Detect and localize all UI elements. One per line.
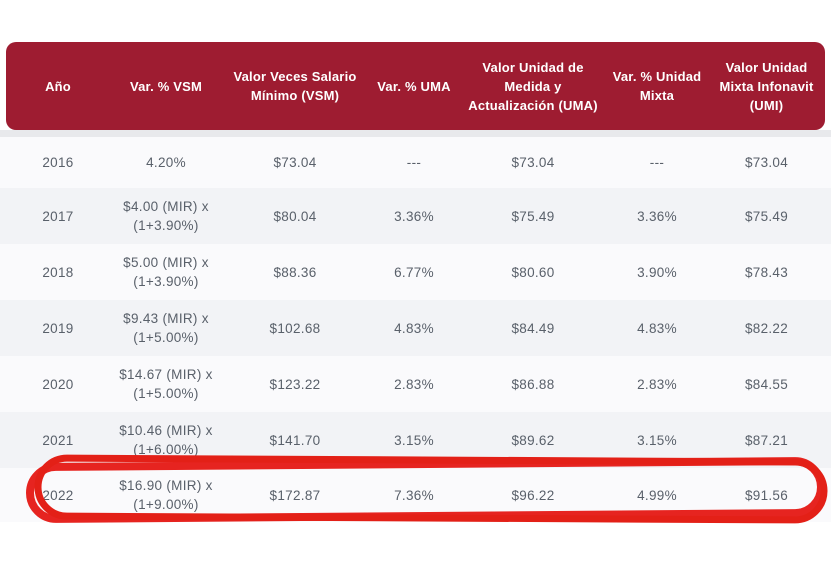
cell-var_mixta: 4.83%: [637, 320, 677, 336]
cell-umi: $75.49: [744, 208, 789, 224]
cell-var_uma: 7.36%: [394, 487, 434, 503]
cell-vsm: $141.70: [269, 432, 321, 448]
cell-umi: $84.55: [744, 376, 789, 392]
cell-var_uma: 3.15%: [394, 432, 434, 448]
cell-year: 2021: [42, 432, 74, 448]
cell-year: 2019: [42, 320, 74, 336]
cell-var_uma: 4.83%: [394, 320, 434, 336]
cell-umi: $91.56: [744, 487, 789, 503]
cell-vsm: $102.68: [269, 320, 321, 336]
cell-var_uma: 3.36%: [394, 208, 434, 224]
cell-uma: $89.62: [511, 432, 555, 448]
cell-vsm: $172.87: [269, 487, 321, 503]
cell-var_vsm: $5.00 (MIR) x (1+3.90%): [123, 255, 209, 289]
column-header-var_mixta: Var. % Unidad Mixta: [612, 69, 702, 103]
header-body-separator: [0, 130, 831, 137]
cell-year: 2022: [42, 487, 74, 503]
cell-umi: $78.43: [744, 264, 789, 280]
table-row: 2021 $10.46 (MIR) x (1+6.00%) $141.70 3.15%…: [0, 412, 831, 468]
cell-var_vsm: 4.20%: [146, 155, 186, 170]
cell-var_uma: 6.77%: [394, 264, 434, 280]
table-body: 2016 4.20% $73.04 --- $73.04 --- $73.04 2017 $4.…: [0, 137, 831, 522]
cell-year: 2018: [42, 264, 74, 280]
cell-vsm: $88.36: [273, 264, 317, 280]
cell-vsm: $123.22: [269, 376, 321, 392]
cell-uma: $75.49: [511, 208, 555, 224]
column-header-var_vsm: Var. % VSM: [129, 78, 203, 94]
column-header-umi: Valor Unidad Mixta Infonavit (UMI): [719, 59, 814, 113]
cell-vsm: $73.04: [273, 155, 317, 170]
cell-year: 2016: [42, 155, 74, 170]
cell-uma: $96.22: [511, 487, 555, 503]
cell-uma: $80.60: [511, 264, 555, 280]
table-row: 2018 $5.00 (MIR) x (1+3.90%) $88.36 6.77% $8…: [0, 244, 831, 300]
cell-vsm: $80.04: [273, 208, 317, 224]
cell-umi: $82.22: [744, 320, 789, 336]
cell-year: 2020: [42, 376, 74, 392]
cell-var_uma: ---: [406, 155, 422, 170]
column-header-vsm: Valor Veces Salario Mínimo (VSM): [233, 69, 357, 103]
cell-umi: $73.04: [744, 155, 789, 170]
cell-var_mixta: 3.15%: [637, 432, 677, 448]
column-header-var_uma: Var. % UMA: [377, 78, 451, 94]
cell-var_vsm: $16.90 (MIR) x (1+9.00%): [119, 478, 213, 512]
cell-year: 2017: [42, 208, 74, 224]
cell-var_uma: 2.83%: [394, 376, 434, 392]
cell-umi: $87.21: [744, 432, 789, 448]
cell-var_vsm: $9.43 (MIR) x (1+5.00%): [123, 311, 209, 345]
cell-var_mixta: 3.36%: [637, 208, 677, 224]
table-header-row: Año Var. % VSM Valor Veces Salario Mínimo …: [6, 42, 825, 130]
column-header-year: Año: [45, 78, 71, 94]
cell-uma: $86.88: [511, 376, 555, 392]
cell-var_mixta: ---: [649, 155, 665, 170]
cell-uma: $73.04: [511, 155, 555, 170]
column-header-uma: Valor Unidad de Medida y Actualización (…: [468, 59, 598, 113]
cell-var_vsm: $10.46 (MIR) x (1+6.00%): [119, 423, 213, 457]
table-row: 2020 $14.67 (MIR) x (1+5.00%) $123.22 2.83%…: [0, 356, 831, 412]
cell-var_mixta: 3.90%: [637, 264, 677, 280]
table-row-highlighted: 2022 $16.90 (MIR) x (1+9.00%) $172.87 7.36%…: [0, 468, 831, 522]
cell-var_vsm: $4.00 (MIR) x (1+3.90%): [123, 199, 209, 233]
cell-var_mixta: 4.99%: [637, 487, 677, 503]
cell-uma: $84.49: [511, 320, 555, 336]
table-row: 2019 $9.43 (MIR) x (1+5.00%) $102.68 4.83% $…: [0, 300, 831, 356]
table-row: 2017 $4.00 (MIR) x (1+3.90%) $80.04 3.36% $7…: [0, 188, 831, 244]
cell-var_mixta: 2.83%: [637, 376, 677, 392]
table-row: 2016 4.20% $73.04 --- $73.04 --- $73.04: [0, 137, 831, 188]
cell-var_vsm: $14.67 (MIR) x (1+5.00%): [119, 367, 213, 401]
